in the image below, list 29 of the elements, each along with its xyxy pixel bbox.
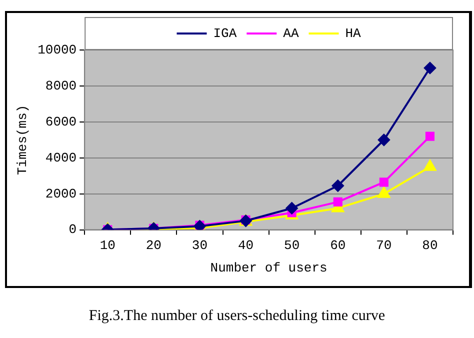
y-tick-label: 10000 [38, 42, 77, 58]
caption: Fig.3.The number of users-scheduling time curve [88, 308, 386, 325]
x-tick-label: 70 [376, 238, 392, 254]
x-axis-title: Number of users [210, 260, 328, 276]
y-axis-title: Times(ms) [15, 104, 30, 176]
point [425, 132, 435, 141]
point [333, 197, 342, 206]
x-tick-label: 60 [330, 238, 346, 254]
point [378, 134, 390, 146]
legend-label: IGA [213, 26, 237, 41]
y-tick-label: 6000 [45, 114, 77, 130]
point [424, 160, 436, 171]
y-tick-label: 2000 [45, 186, 77, 202]
point [379, 178, 388, 187]
x-tick-label: 20 [146, 238, 162, 254]
legend-label: AA [283, 26, 299, 41]
y-tick-label: 8000 [45, 78, 77, 94]
x-tick-label: 80 [422, 238, 438, 254]
point [378, 186, 390, 198]
x-tick-label: 30 [192, 238, 208, 254]
x-tick-label: 10 [100, 238, 116, 254]
y-tick-label: 0 [68, 222, 77, 238]
y-tick-label: 4000 [45, 150, 77, 166]
point [286, 202, 298, 214]
x-tick-label: 40 [238, 238, 254, 254]
point [332, 180, 344, 192]
legend-label: HA [345, 26, 362, 41]
x-tick-label: 50 [284, 238, 300, 254]
point [424, 62, 436, 74]
